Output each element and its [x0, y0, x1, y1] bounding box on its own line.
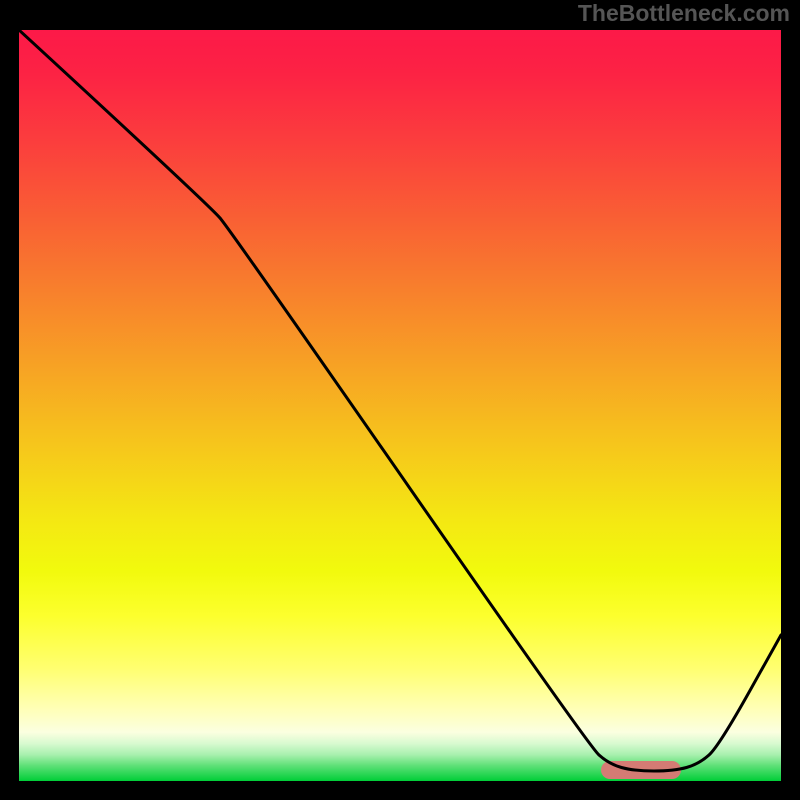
plot-area	[19, 30, 781, 781]
bottleneck-chart	[19, 30, 781, 781]
watermark-text: TheBottleneck.com	[578, 0, 790, 27]
gradient-background	[19, 30, 781, 781]
chart-frame: TheBottleneck.com	[0, 0, 800, 800]
